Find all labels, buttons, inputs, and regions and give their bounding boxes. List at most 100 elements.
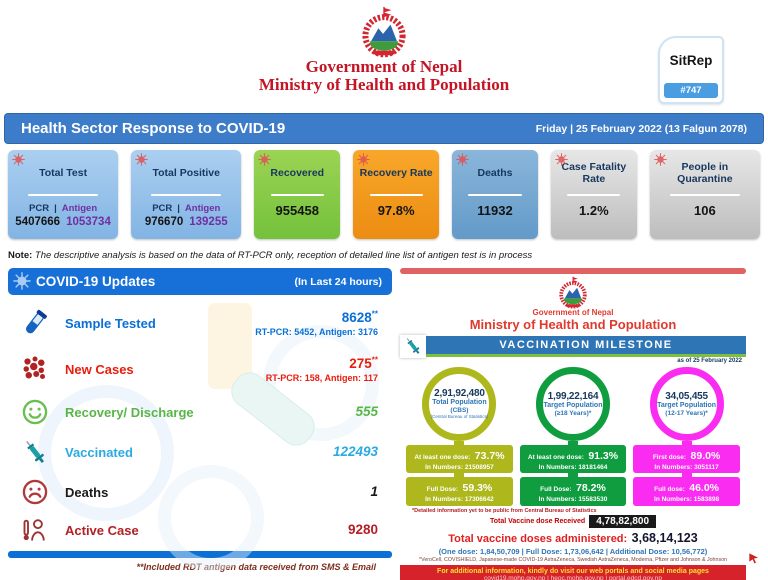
footnote-marker: ** — [371, 355, 378, 365]
population-number: 34,05,455 — [665, 390, 708, 402]
footer-line1: For additional information, kindly do vi… — [437, 567, 709, 575]
total-received-line: Total Vaccine dose Received 4,78,82,800 — [400, 514, 746, 528]
population-label: Total Population — [432, 399, 487, 407]
divider — [567, 194, 621, 196]
stat-value: 1.2% — [579, 203, 609, 218]
row-label: New Cases — [65, 361, 134, 377]
stat-title: Case Fatality Rate — [561, 160, 627, 185]
vaccination-panel: Government of Nepal Ministry of Health a… — [400, 268, 746, 580]
dose-box-one-dose: At least one dose: 91.3% In Numbers: 181… — [519, 444, 627, 474]
dose-box-full-dose: Full Dose: 59.3% In Numbers: 17306642 — [406, 477, 513, 506]
vaccine-brands-note: *VeroCell, COVISHIELD, Japanese-made COV… — [419, 556, 727, 563]
population-circle: 1,99,22,164 Target Population (≥18 Years… — [536, 366, 610, 441]
stat-title: Deaths — [477, 166, 513, 179]
sitrep-label: SitRep — [669, 53, 713, 68]
virus-icon — [357, 153, 370, 166]
sad-face-icon — [18, 476, 52, 508]
sitrep-number: #747 — [664, 83, 718, 98]
updates-row-active-case: Active Case 9280 — [18, 512, 386, 548]
pcr-antigen-values: 976670 139255 — [145, 216, 228, 228]
row-value: 275 — [349, 356, 372, 371]
page-header: Government of Nepal Ministry of Health a… — [0, 0, 768, 112]
cbs-note: *Detailed information yet to be public f… — [412, 507, 597, 514]
updates-subtitle: (In Last 24 hours) — [294, 275, 382, 288]
government-title: Government of Nepal — [532, 308, 614, 317]
dose-box-full-dose: Full Dose: 78.2% In Numbers: 15583530 — [519, 477, 627, 506]
population-number: 2,91,92,480 — [434, 388, 485, 400]
banner-date: Friday | 25 February 2022 (13 Falgun 207… — [535, 122, 747, 135]
stats-row: Total Test PCR | Antigen 5407666 1053734… — [8, 150, 760, 239]
dose-breakdown: (One dose: 1,84,50,709 | Full Dose: 1,73… — [438, 546, 708, 556]
population-sublabel: (CBS) — [450, 407, 469, 415]
row-label: Recovery/ Discharge — [65, 404, 194, 420]
updates-header: COVID-19 Updates (In Last 24 hours) — [8, 268, 392, 295]
population-label: Target Population — [657, 401, 717, 409]
virus-icon — [135, 153, 148, 166]
vaccination-banner-title: VACCINATION MILESTONE — [426, 335, 746, 357]
stat-card-total-positive: Total Positive PCR | Antigen 976670 1392… — [131, 150, 242, 239]
virus-icon — [456, 153, 469, 166]
nepal-emblem-icon — [356, 6, 412, 58]
dose-box-first-dose: First dose: 89.0% In Numbers: 3051117 — [633, 444, 740, 474]
stat-card-total-test: Total Test PCR | Antigen 5407666 1053734 — [8, 150, 119, 239]
virus-icon — [555, 153, 568, 166]
stat-card-recovered: Recovered 955458 — [254, 150, 341, 239]
administered-line: Total vaccine doses administered: 3,68,1… — [400, 529, 746, 547]
pcr-antigen-labels: PCR | Antigen — [152, 203, 221, 214]
pcr-value: 5407666 — [15, 216, 61, 228]
virus-icon — [258, 153, 271, 166]
syringe-icon — [18, 436, 52, 468]
stat-title: Recovery Rate — [359, 166, 433, 179]
row-value-block: 1 — [218, 483, 386, 501]
sick-person-icon — [18, 514, 52, 546]
as-of-date: as of 25 February 2022 — [677, 357, 742, 364]
row-value-block: 275** RT-PCR: 158, Antigen: 117 — [218, 355, 386, 384]
stat-card-quarantine: People in Quarantine 106 — [649, 150, 760, 239]
received-value: 4,78,82,800 — [589, 514, 657, 528]
banner-title: Health Sector Response to COVID-19 — [21, 120, 286, 137]
group-target-12-17: 34,05,455 Target Population (12-17 Years… — [633, 366, 740, 506]
stat-value: 955458 — [275, 203, 319, 218]
divider — [468, 194, 522, 196]
administered-value: 3,68,14,123 — [631, 530, 698, 545]
sitrep-badge: SitRep #747 — [658, 36, 724, 104]
row-detail: RT-PCR: 5452, Antigen: 3176 — [255, 327, 378, 337]
virus-icon — [654, 153, 667, 166]
title-banner: Health Sector Response to COVID-19 Frida… — [4, 113, 764, 144]
row-detail: RT-PCR: 158, Antigen: 117 — [265, 373, 378, 383]
divider — [270, 194, 324, 196]
virus-icon — [12, 153, 25, 166]
row-value-block: 8628** RT-PCR: 5452, Antigen: 3176 — [218, 309, 386, 338]
covid-updates-panel: COVID-19 Updates (In Last 24 hours) Samp… — [8, 268, 392, 574]
footer-portals: covid19.mohp.gov.np | heoc.mohp.gov.np |… — [484, 574, 662, 580]
pcr-antigen-labels: PCR | Antigen — [29, 203, 98, 214]
connector — [568, 473, 578, 478]
stat-title: People in Quarantine — [677, 160, 733, 185]
population-label: Target Population — [543, 401, 603, 409]
administered-label: Total vaccine doses administered: — [448, 532, 628, 545]
row-value-block: 122493 — [218, 443, 386, 461]
population-sublabel: (≥18 Years)* — [554, 409, 592, 417]
row-value: 1 — [370, 484, 378, 499]
row-value: 8628 — [341, 310, 372, 325]
population-circle: 34,05,455 Target Population (12-17 Years… — [649, 366, 724, 441]
row-label: Vaccinated — [65, 444, 133, 460]
updates-row-vaccinated: Vaccinated 122493 — [18, 432, 386, 472]
stat-title: Total Positive — [152, 166, 220, 179]
row-value-block: 555 — [218, 403, 386, 421]
population-subsublabel: (Central Bureau of Statistics) — [430, 414, 489, 420]
virus-icon — [13, 272, 31, 290]
received-label: Total Vaccine dose Received — [489, 517, 586, 525]
stat-value: 11932 — [477, 203, 513, 218]
antigen-value: 1053734 — [66, 216, 111, 228]
test-tube-icon — [18, 307, 52, 339]
dose-box-one-dose: At least one dose: 73.7% In Numbers: 215… — [406, 444, 513, 474]
syringe-icon — [400, 334, 426, 358]
updates-title: COVID-19 Updates — [36, 274, 156, 289]
nepal-emblem-icon — [555, 276, 591, 309]
population-number: 1,99,22,164 — [547, 390, 599, 402]
updates-row-sample-tested: Sample Tested 8628** RT-PCR: 5452, Antig… — [18, 300, 386, 346]
panel-top-bar — [400, 268, 746, 274]
vaccination-banner-row: VACCINATION MILESTONE — [400, 334, 746, 358]
divider — [151, 194, 222, 196]
